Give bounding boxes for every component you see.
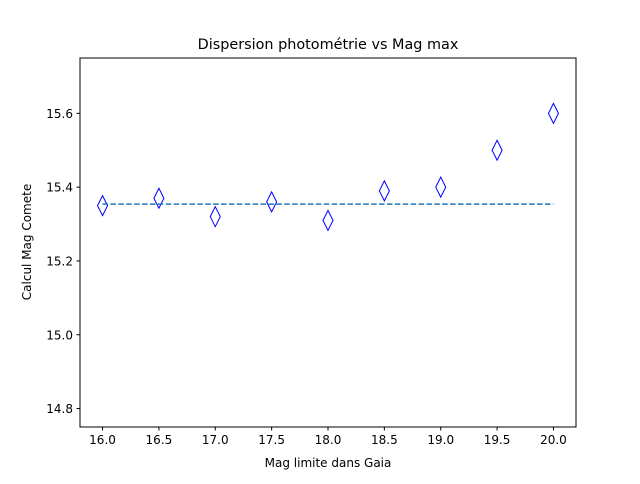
x-tick-label: 17.5: [258, 433, 285, 447]
x-tick-label: 18.0: [315, 433, 342, 447]
data-point-diamond: [96, 194, 109, 217]
data-point-diamond: [153, 187, 165, 210]
data-point-diamond: [266, 190, 278, 214]
data-point-diamond: [378, 179, 390, 202]
x-tick-label: 19.0: [427, 433, 454, 447]
axes-frame: [79, 57, 577, 428]
x-tick-label: 18.5: [371, 433, 398, 447]
y-tick-label: 15.4: [46, 181, 73, 195]
y-tick-label: 14.8: [46, 402, 73, 416]
chart-title: Dispersion photométrie vs Mag max: [198, 37, 459, 53]
y-tick-label: 15.2: [46, 254, 73, 268]
x-axis-label: Mag limite dans Gaia: [265, 456, 392, 470]
data-point-diamond: [209, 205, 221, 228]
x-tick-label: 16.0: [89, 433, 116, 447]
y-tick-label: 15.0: [46, 328, 73, 342]
x-tick-label: 20.0: [540, 433, 567, 447]
y-ticks: 14.8 15.0 15.2 15.4 15.6: [46, 107, 80, 416]
x-ticks: 16.0 16.5 17.0 17.5 18.0 18.5 19.0 19.5 20.0: [89, 427, 567, 447]
data-point-diamond: [491, 139, 503, 162]
data-point-diamond: [322, 209, 334, 232]
data-point-diamond: [435, 176, 447, 199]
x-tick-label: 19.5: [484, 433, 511, 447]
plot-area: [96, 102, 560, 232]
y-axis-label: Calcul Mag Comete: [20, 184, 34, 300]
y-tick-label: 15.6: [46, 107, 73, 121]
x-tick-label: 16.5: [146, 433, 173, 447]
x-tick-label: 17.0: [202, 433, 229, 447]
data-point-diamond: [547, 102, 560, 125]
